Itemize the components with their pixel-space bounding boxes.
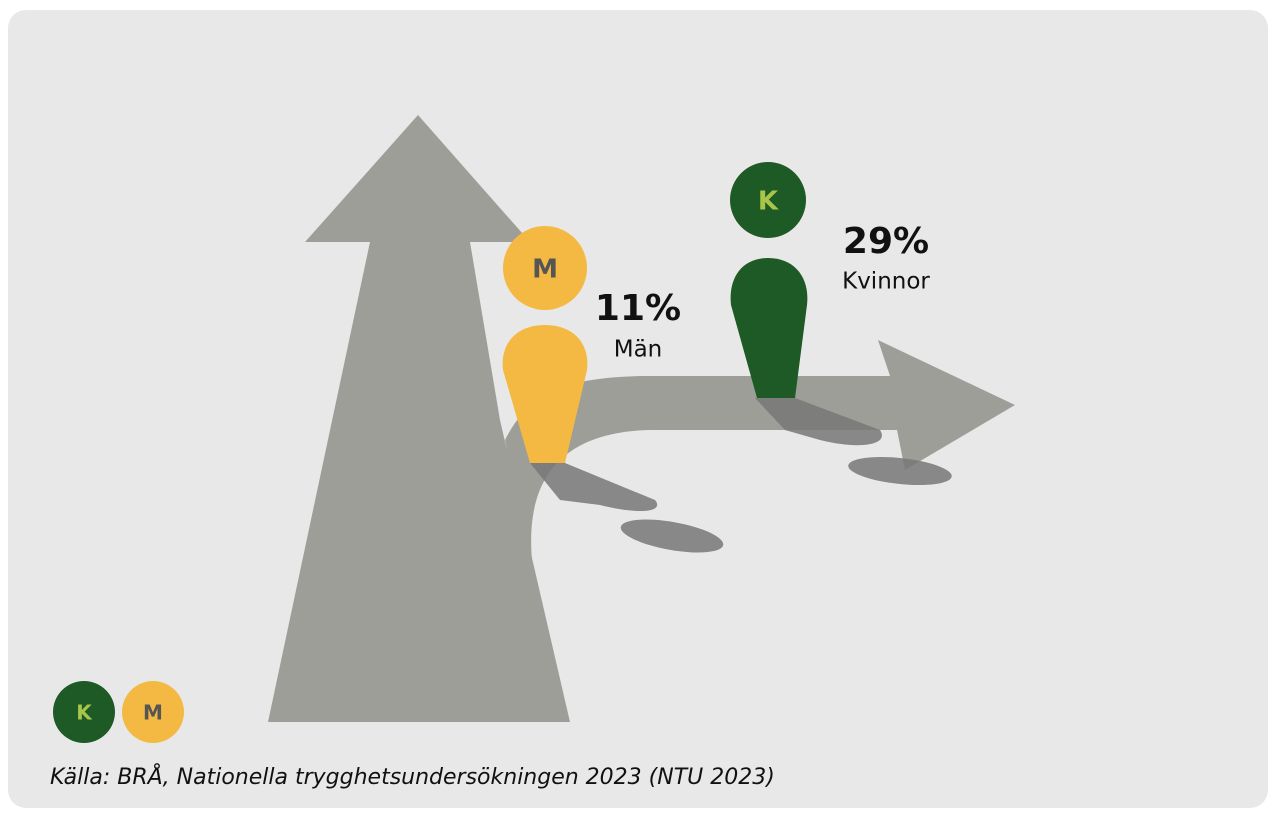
page: {"figures": [ {"letter": "M", "percent":… [0, 0, 1273, 815]
infographic: M 11% Män K 29% Kvinnor K M Källa: BRÅ, … [0, 0, 1273, 815]
legend-letter: M [143, 701, 163, 725]
percent: 29% [843, 221, 929, 262]
group-name: Män [614, 337, 663, 363]
figure-letter: M [532, 255, 558, 285]
legend-letter: K [76, 701, 93, 725]
figure-letter: K [758, 187, 779, 217]
source: Källa: BRÅ, Nationella trygghetsundersök… [50, 763, 775, 790]
percent: 11% [595, 288, 681, 329]
group-name: Kvinnor [842, 269, 930, 295]
